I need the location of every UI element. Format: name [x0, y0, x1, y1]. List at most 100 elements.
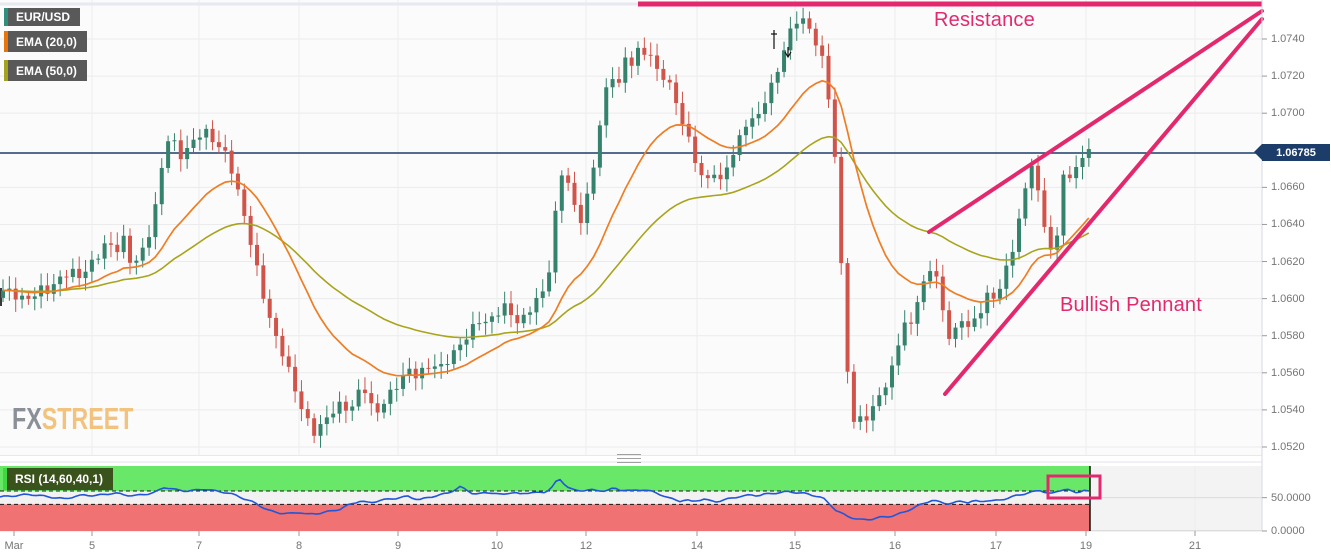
candle	[388, 389, 393, 404]
candle	[807, 18, 812, 29]
candle	[426, 367, 431, 369]
candle	[794, 23, 799, 29]
candle	[921, 281, 926, 303]
pennant-lines[interactable]	[638, 1, 1264, 396]
time-tick-label: 15	[788, 540, 802, 552]
candle	[318, 424, 323, 436]
candle	[661, 68, 666, 80]
time-axis[interactable]: Mar 5 7 8 9 10 12 14 15 16 17 19 21	[0, 531, 1331, 558]
candle	[32, 296, 37, 299]
candle	[1055, 235, 1060, 250]
candle	[788, 28, 793, 51]
candle	[864, 416, 869, 421]
bullish-pennant-label[interactable]: Bullish Pennant	[1060, 294, 1202, 316]
candle	[782, 50, 787, 72]
candle	[464, 339, 469, 345]
candle	[845, 263, 850, 372]
price-tick-label: 1.0520	[1271, 440, 1305, 453]
candle	[699, 162, 704, 176]
legend-chip-eur-usd[interactable]: EUR/USD	[4, 8, 81, 26]
candle	[102, 243, 107, 259]
rsi-indicator-label: RSI (14,60,40,1)	[15, 472, 104, 486]
candle	[528, 312, 533, 315]
candle	[724, 167, 729, 180]
legend-chip-ema-20-0-[interactable]: EMA (20,0)	[4, 31, 87, 52]
candle	[261, 265, 266, 299]
candle	[832, 99, 837, 157]
candle	[477, 323, 482, 325]
candle	[547, 272, 552, 292]
candle	[483, 321, 488, 324]
candle	[820, 45, 825, 56]
candle	[13, 288, 18, 300]
price-tick-label: 1.0720	[1271, 70, 1305, 83]
candle	[636, 47, 640, 66]
candle	[223, 147, 228, 151]
candle	[280, 335, 285, 357]
candle	[178, 140, 183, 160]
candle	[743, 126, 748, 136]
candle	[934, 271, 939, 277]
candle	[890, 365, 894, 388]
candle	[58, 276, 63, 285]
current-price-badge: 1.06785	[1254, 144, 1330, 161]
price-tick-label: 1.0640	[1271, 218, 1305, 231]
candle	[248, 215, 253, 245]
candle	[718, 174, 723, 180]
price-tick-label: 1.0560	[1271, 366, 1305, 379]
rsi-oversold-zone	[0, 504, 1090, 531]
candle	[985, 292, 990, 314]
candle	[572, 182, 577, 205]
candle	[775, 71, 780, 83]
candle	[566, 175, 571, 183]
rsi-indicator-chip[interactable]: RSI (14,60,40,1)	[3, 468, 114, 490]
rsi-overbought-zone	[0, 466, 1090, 491]
legend-chip-label: EUR/USD	[16, 10, 71, 24]
candles-layer	[1, 7, 1091, 448]
time-tick-label: 7	[195, 540, 203, 552]
candle	[674, 82, 679, 104]
candle	[521, 314, 526, 324]
candle	[902, 322, 907, 346]
legend-chip-ema-50-0-[interactable]: EMA (50,0)	[4, 60, 87, 81]
candle	[451, 350, 456, 365]
candle	[1036, 165, 1041, 191]
legend-accent-bar	[4, 31, 8, 52]
candle	[445, 364, 450, 366]
candle	[1017, 218, 1021, 252]
pane-resize-handle[interactable]	[617, 454, 641, 463]
price-axis[interactable]: 1.0740 1.0720 1.0700 1.0660 1.0640 1.0620 1.06…	[1262, 0, 1331, 537]
candle	[750, 118, 755, 127]
candle	[648, 54, 653, 56]
candle	[997, 288, 1002, 299]
price-tick-label: 1.0740	[1271, 33, 1305, 45]
legend-chip-label: EMA (50,0)	[16, 63, 77, 78]
price-tick-label: 1.0580	[1271, 329, 1305, 342]
candle	[883, 387, 888, 396]
candle	[362, 389, 367, 394]
candle	[496, 315, 501, 317]
resistance-label[interactable]: Resistance	[934, 9, 1035, 31]
candle	[83, 271, 88, 279]
main-pane-bg	[0, 0, 1262, 455]
candle	[420, 367, 425, 379]
price-tick-label: 1.0600	[1271, 292, 1305, 305]
price-tick-label: 1.0700	[1271, 107, 1305, 120]
candle	[756, 113, 761, 119]
candle	[597, 125, 602, 168]
upper-pennant-line	[927, 9, 1264, 234]
time-tick-label: 8	[295, 540, 303, 552]
candle	[1067, 174, 1072, 179]
time-tick-label: Mar	[4, 540, 24, 552]
price-badge-arrow-icon	[1254, 144, 1262, 160]
legend-accent-bar	[4, 8, 8, 26]
candle	[470, 324, 475, 340]
time-tick-label: 17	[989, 540, 1003, 552]
time-tick-label: 12	[579, 540, 593, 552]
candle	[705, 175, 710, 179]
candle	[153, 204, 158, 238]
rsi-highlight-box[interactable]	[1046, 474, 1102, 500]
candle	[26, 295, 31, 299]
candle	[553, 210, 558, 273]
